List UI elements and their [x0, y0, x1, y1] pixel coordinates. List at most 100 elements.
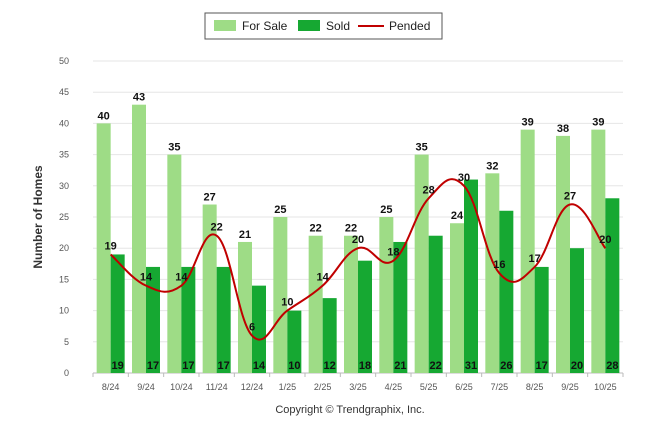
bar-for-sale — [96, 123, 111, 374]
bar-sold — [252, 285, 266, 373]
x-tick-label: 7/25 — [491, 382, 509, 392]
label-sold: 28 — [606, 360, 618, 372]
label-for-sale: 39 — [522, 117, 534, 129]
bar-sold — [570, 248, 584, 373]
legend-swatch — [214, 20, 236, 31]
label-sold: 17 — [218, 360, 230, 372]
label-sold: 17 — [536, 360, 548, 372]
bar-sold — [464, 179, 478, 373]
label-sold: 26 — [500, 360, 512, 372]
bar-sold — [358, 260, 372, 373]
bar-for-sale — [556, 135, 570, 373]
label-pended: 20 — [352, 234, 364, 246]
bar-for-sale — [591, 129, 606, 373]
x-tick-label: 8/24 — [102, 382, 120, 392]
label-pended: 10 — [281, 297, 293, 309]
legend-label: Pended — [389, 19, 430, 33]
copyright-text: Copyright © Trendgraphix, Inc. — [275, 404, 424, 416]
legend-swatch — [298, 20, 320, 31]
label-for-sale: 35 — [416, 142, 428, 154]
bar-sold — [393, 241, 408, 373]
label-pended: 20 — [599, 234, 611, 246]
y-tick-label: 0 — [64, 368, 69, 378]
bar-sold — [605, 198, 620, 373]
label-pended: 14 — [317, 272, 330, 284]
y-tick-label: 15 — [59, 274, 69, 284]
bar-for-sale — [414, 154, 429, 373]
bars — [96, 104, 620, 374]
bar-for-sale — [344, 235, 358, 373]
label-for-sale: 39 — [592, 117, 604, 129]
y-tick-label: 50 — [59, 56, 69, 66]
label-sold: 22 — [430, 360, 442, 372]
x-tick-label: 6/25 — [455, 382, 473, 392]
label-pended: 6 — [249, 322, 255, 334]
label-sold: 17 — [147, 360, 159, 372]
bar-for-sale — [202, 204, 217, 373]
bar-for-sale — [132, 104, 146, 374]
x-tick-label: 1/25 — [279, 382, 297, 392]
label-sold: 31 — [465, 360, 477, 372]
label-for-sale: 38 — [557, 123, 569, 135]
bar-for-sale — [308, 235, 323, 373]
label-for-sale: 22 — [345, 223, 357, 235]
label-sold: 19 — [112, 360, 124, 372]
x-tick-label: 8/25 — [526, 382, 544, 392]
bar-sold — [322, 298, 337, 373]
label-pended: 14 — [140, 272, 153, 284]
label-for-sale: 21 — [239, 229, 251, 241]
label-pended: 19 — [105, 240, 117, 252]
label-pended: 17 — [529, 253, 541, 265]
label-sold: 20 — [571, 360, 583, 372]
x-tick-label: 12/24 — [241, 382, 264, 392]
label-pended: 30 — [458, 172, 470, 184]
bar-sold — [146, 266, 160, 373]
y-tick-label: 5 — [64, 337, 69, 347]
pended-line-path — [109, 178, 607, 341]
label-for-sale: 40 — [98, 110, 110, 122]
label-pended: 14 — [175, 272, 188, 284]
pended-line — [109, 178, 607, 341]
label-pended: 22 — [211, 222, 223, 234]
y-tick-label: 20 — [59, 243, 69, 253]
label-for-sale: 35 — [168, 142, 180, 154]
label-sold: 12 — [324, 360, 336, 372]
label-sold: 18 — [359, 360, 371, 372]
label-for-sale: 27 — [204, 192, 216, 204]
y-axis-label: Number of Homes — [31, 165, 45, 269]
legend-label: For Sale — [242, 19, 288, 33]
x-tick-label: 3/25 — [349, 382, 367, 392]
y-tick-label: 45 — [59, 87, 69, 97]
bar-sold — [287, 310, 302, 373]
bar-for-sale — [485, 173, 500, 373]
legend: For Sale Sold Pended — [204, 12, 443, 40]
bar-sold — [181, 266, 196, 373]
x-tick-label: 5/25 — [420, 382, 438, 392]
bar-sold — [110, 254, 125, 373]
bar-for-sale — [167, 154, 182, 373]
label-for-sale: 43 — [133, 92, 145, 104]
y-tick-label: 35 — [59, 150, 69, 160]
x-tick-label: 9/25 — [561, 382, 579, 392]
legend-label: Sold — [326, 19, 350, 33]
label-pended: 16 — [493, 259, 505, 271]
bar-sold — [216, 266, 231, 373]
x-tick-label: 4/25 — [385, 382, 403, 392]
label-for-sale: 25 — [380, 204, 392, 216]
bar-for-sale — [450, 223, 464, 373]
label-sold: 10 — [288, 360, 300, 372]
x-tick-label: 2/25 — [314, 382, 332, 392]
bar-sold — [428, 235, 443, 373]
bar-sold — [534, 266, 549, 373]
x-tick-label: 9/24 — [137, 382, 155, 392]
label-for-sale: 25 — [274, 204, 286, 216]
x-tick-label: 11/24 — [206, 382, 228, 392]
y-tick-label: 10 — [59, 306, 69, 316]
bar-for-sale — [379, 217, 394, 373]
x-tick-label: 10/24 — [170, 382, 193, 392]
label-sold: 17 — [182, 360, 194, 372]
label-for-sale: 32 — [486, 160, 498, 172]
bar-for-sale — [238, 241, 252, 373]
y-tick-label: 30 — [59, 181, 69, 191]
